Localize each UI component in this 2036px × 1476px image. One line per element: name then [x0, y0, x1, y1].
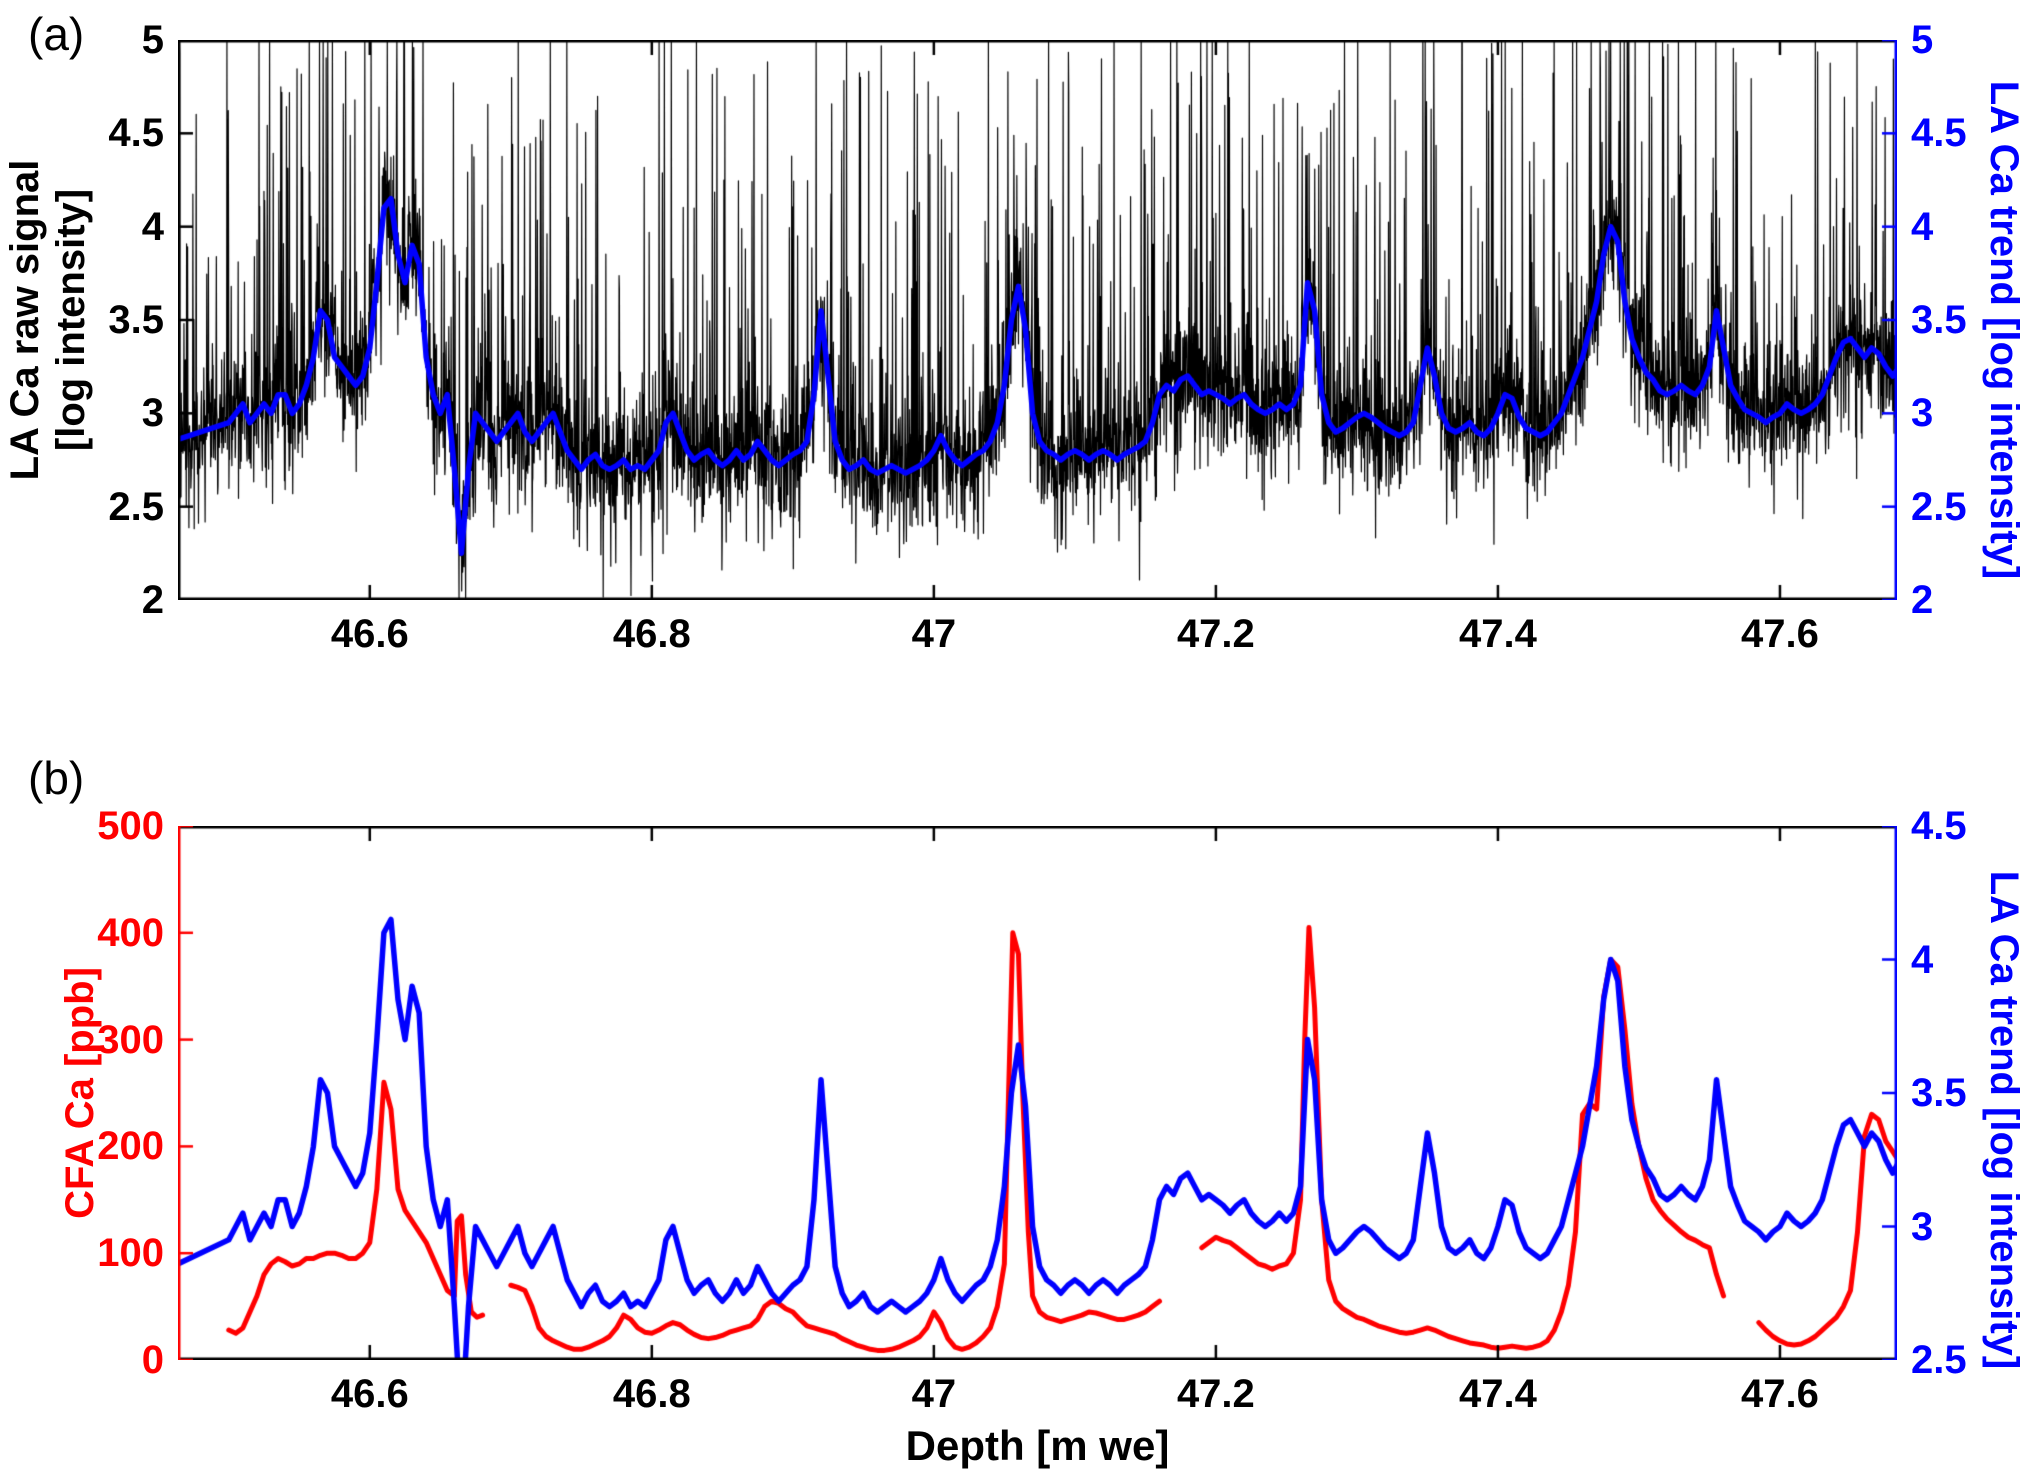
y-tick-label-right: 4	[1911, 204, 1934, 249]
x-tick-label: 46.6	[330, 612, 409, 656]
x-axis-label: Depth [m we]	[905, 1422, 1170, 1469]
y-tick-label-left: 4.5	[108, 111, 164, 156]
y-tick-label-right: 5	[1911, 18, 1934, 62]
y-tick-label-right: 2.5	[1911, 484, 1967, 529]
x-tick-label: 47.2	[1176, 612, 1255, 656]
y-tick-label-right: 2.5	[1911, 1338, 1967, 1382]
y-tick-label-left: 400	[97, 910, 164, 955]
panel-a-plot	[178, 40, 1897, 600]
y-tick-label-left: 0	[141, 1338, 164, 1382]
x-tick-label: 47	[911, 612, 957, 656]
y-tick-label-left: 2	[141, 578, 164, 622]
panel-a-tag: (a)	[28, 8, 85, 60]
panel-b-plot	[178, 826, 1897, 1360]
x-tick-label: 46.8	[612, 1372, 691, 1416]
y-tick-label-right: 4.5	[1911, 804, 1967, 848]
x-tick-label: 46.6	[330, 1372, 409, 1416]
y-tick-label-left: 2.5	[108, 484, 164, 529]
y-tick-label-right: 3.5	[1911, 298, 1967, 342]
x-tick-label: 47	[911, 1372, 957, 1416]
panel-b-tag: (b)	[28, 752, 85, 804]
y-tick-label-right: 3	[1911, 1204, 1934, 1249]
x-tick-label: 47.4	[1458, 612, 1537, 656]
x-tick-label: 47.2	[1176, 1372, 1255, 1416]
y-tick-label-left: 500	[97, 804, 164, 848]
y-tick-label-right: 3	[1911, 391, 1934, 436]
panel-b-right-axis-label: LA Ca trend [log intensity]	[1982, 870, 2026, 1370]
x-tick-label: 47.4	[1458, 1372, 1537, 1416]
y-tick-label-right: 4	[1911, 937, 1934, 982]
y-tick-label-left: 4	[141, 204, 164, 249]
y-tick-label-left: 300	[97, 1017, 164, 1062]
y-tick-label-right: 3.5	[1911, 1071, 1967, 1115]
panel-b-left-axis-label: CFA Ca [ppb]	[58, 967, 102, 1219]
x-tick-label: 47.6	[1741, 1372, 1819, 1416]
y-tick-label-right: 2	[1911, 578, 1934, 622]
x-tick-label: 47.6	[1741, 612, 1819, 656]
y-tick-label-left: 5	[141, 18, 164, 62]
y-tick-label-left: 3.5	[108, 298, 164, 342]
y-tick-label-left: 200	[97, 1124, 164, 1169]
x-tick-label: 46.8	[612, 612, 691, 656]
y-tick-label-right: 4.5	[1911, 111, 1967, 156]
y-tick-label-left: 3	[141, 391, 164, 436]
y-tick-label-left: 100	[97, 1231, 164, 1276]
